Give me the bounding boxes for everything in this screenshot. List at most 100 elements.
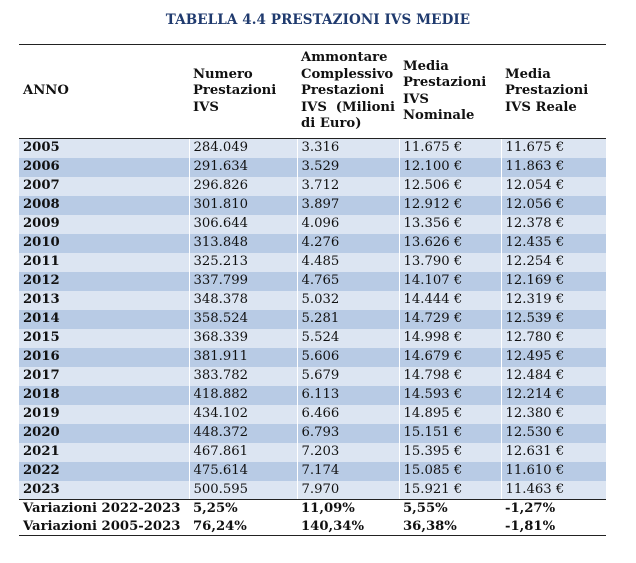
value-cell: 12.254 € <box>500 252 606 272</box>
table-row: 2019 434.102 6.466 14.895 €12.380 € <box>19 404 606 424</box>
value-cell: 12.484 € <box>500 366 606 386</box>
year-cell: 2009 <box>19 214 189 234</box>
value-cell: 12.506 € <box>398 176 501 196</box>
year-cell: 2018 <box>19 385 189 405</box>
value-cell: 5.032 <box>296 290 399 310</box>
value-cell: 14.679 € <box>398 347 501 367</box>
value-cell: 15.151 € <box>398 423 501 443</box>
ivs-table: ANNO Numero Prestazioni IVS Ammontare Co… <box>19 44 606 536</box>
value-cell: 7.174 <box>296 461 399 481</box>
table-row: 2015 368.339 5.524 14.998 €12.780 € <box>19 328 606 348</box>
value-cell: 337.799 <box>188 271 297 291</box>
value-cell: 381.911 <box>188 347 297 367</box>
value-cell: 12.378 € <box>500 214 606 234</box>
variation-label: Variazioni 2005-2023 <box>19 517 189 536</box>
value-cell: 383.782 <box>188 366 297 386</box>
table-row: 2014 358.524 5.281 14.729 €12.539 € <box>19 309 606 329</box>
header-anno: ANNO <box>19 44 189 139</box>
value-cell: 12.539 € <box>500 309 606 329</box>
value-cell: 14.107 € <box>398 271 501 291</box>
value-cell: 13.356 € <box>398 214 501 234</box>
year-cell: 2007 <box>19 176 189 196</box>
year-cell: 2005 <box>19 138 189 158</box>
variation-label: Variazioni 2022-2023 <box>23 501 181 517</box>
table-row: 2013 348.378 5.032 14.444 €12.319 € <box>19 290 606 310</box>
value-cell: 14.444 € <box>398 290 501 310</box>
table-row: 2010 313.848 4.276 13.626 €12.435 € <box>19 233 606 253</box>
table-row: 2018 418.882 6.113 14.593 €12.214 € <box>19 385 606 405</box>
value-cell: 358.524 <box>188 309 297 329</box>
year-cell: 2010 <box>19 233 189 253</box>
value-cell: 306.644 <box>188 214 297 234</box>
table-row: 2008 301.810 3.897 12.912 €12.056 € <box>19 195 606 215</box>
value-cell: 12.054 € <box>500 176 606 196</box>
value-cell: 325.213 <box>188 252 297 272</box>
value-cell: 6.466 <box>296 404 399 424</box>
table-row: 2007 296.826 3.712 12.506 €12.054 € <box>19 176 606 196</box>
value-cell: 5.606 <box>296 347 399 367</box>
table-title: TABELLA 4.4 PRESTAZIONI IVS MEDIE <box>165 12 471 28</box>
value-cell: 418.882 <box>188 385 297 405</box>
value-cell: 434.102 <box>188 404 297 424</box>
value-cell: 5.524 <box>296 328 399 348</box>
variation-value: -1,27% <box>505 501 556 517</box>
value-cell: 14.998 € <box>398 328 501 348</box>
value-cell: 15.085 € <box>398 461 501 481</box>
year-cell: 2006 <box>19 157 189 177</box>
value-cell: 12.380 € <box>500 404 606 424</box>
value-cell: 448.372 <box>188 423 297 443</box>
value-cell: 5.679 <box>296 366 399 386</box>
table-row: 2022 475.614 7.174 15.085 €11.610 € <box>19 461 606 481</box>
value-cell: 4.276 <box>296 233 399 253</box>
value-cell: 4.096 <box>296 214 399 234</box>
header-media-nominale: Media Prestazioni IVS Nominale <box>399 44 501 139</box>
value-cell: 3.529 <box>296 157 399 177</box>
header-ammontare-complessivo: Ammontare Complessivo Prestazioni IVS (M… <box>297 44 399 139</box>
variation-value: 5,25% <box>193 501 238 517</box>
value-cell: 368.339 <box>188 328 297 348</box>
value-cell: 3.712 <box>296 176 399 196</box>
value-cell: 13.790 € <box>398 252 501 272</box>
variation-row: Variazioni 2022-2023 5,25% 11,09% 5,55% -1,2… <box>19 500 606 518</box>
value-cell: 12.530 € <box>500 423 606 443</box>
value-cell: 3.897 <box>296 195 399 215</box>
value-cell: 5.281 <box>296 309 399 329</box>
value-cell: 11.863 € <box>500 157 606 177</box>
value-cell: 12.631 € <box>500 442 606 462</box>
value-cell: 11.610 € <box>500 461 606 481</box>
value-cell: 14.895 € <box>398 404 501 424</box>
variation-value: 11,09% <box>301 501 355 517</box>
table-row: 2021 467.861 7.203 15.395 €12.631 € <box>19 442 606 462</box>
variation-value: 76,24% <box>189 517 297 536</box>
value-cell: 291.634 <box>188 157 297 177</box>
header-numero-prestazioni: Numero Prestazioni IVS <box>189 44 297 139</box>
value-cell: 12.214 € <box>500 385 606 405</box>
value-cell: 12.435 € <box>500 233 606 253</box>
value-cell: 467.861 <box>188 442 297 462</box>
value-cell: 14.593 € <box>398 385 501 405</box>
value-cell: 7.970 <box>296 480 399 500</box>
value-cell: 12.495 € <box>500 347 606 367</box>
value-cell: 7.203 <box>296 442 399 462</box>
year-cell: 2021 <box>19 442 189 462</box>
value-cell: 12.056 € <box>500 195 606 215</box>
year-cell: 2012 <box>19 271 189 291</box>
value-cell: 301.810 <box>188 195 297 215</box>
year-cell: 2008 <box>19 195 189 215</box>
table-row: 2005 284.049 3.316 11.675 €11.675 € <box>19 138 606 158</box>
value-cell: 12.780 € <box>500 328 606 348</box>
year-cell: 2013 <box>19 290 189 310</box>
value-cell: 12.100 € <box>398 157 501 177</box>
year-cell: 2016 <box>19 347 189 367</box>
value-cell: 14.798 € <box>398 366 501 386</box>
table-row: 2017 383.782 5.679 14.798 €12.484 € <box>19 366 606 386</box>
variation-value: 36,38% <box>399 517 501 536</box>
year-cell: 2019 <box>19 404 189 424</box>
value-cell: 6.113 <box>296 385 399 405</box>
value-cell: 12.169 € <box>500 271 606 291</box>
variation-row: Variazioni 2005-2023 76,24% 140,34% 36,38% -… <box>19 517 606 536</box>
table-row: 2020 448.372 6.793 15.151 €12.530 € <box>19 423 606 443</box>
value-cell: 12.319 € <box>500 290 606 310</box>
table-row: 2006 291.634 3.529 12.100 €11.863 € <box>19 157 606 177</box>
year-cell: 2023 <box>19 480 189 500</box>
